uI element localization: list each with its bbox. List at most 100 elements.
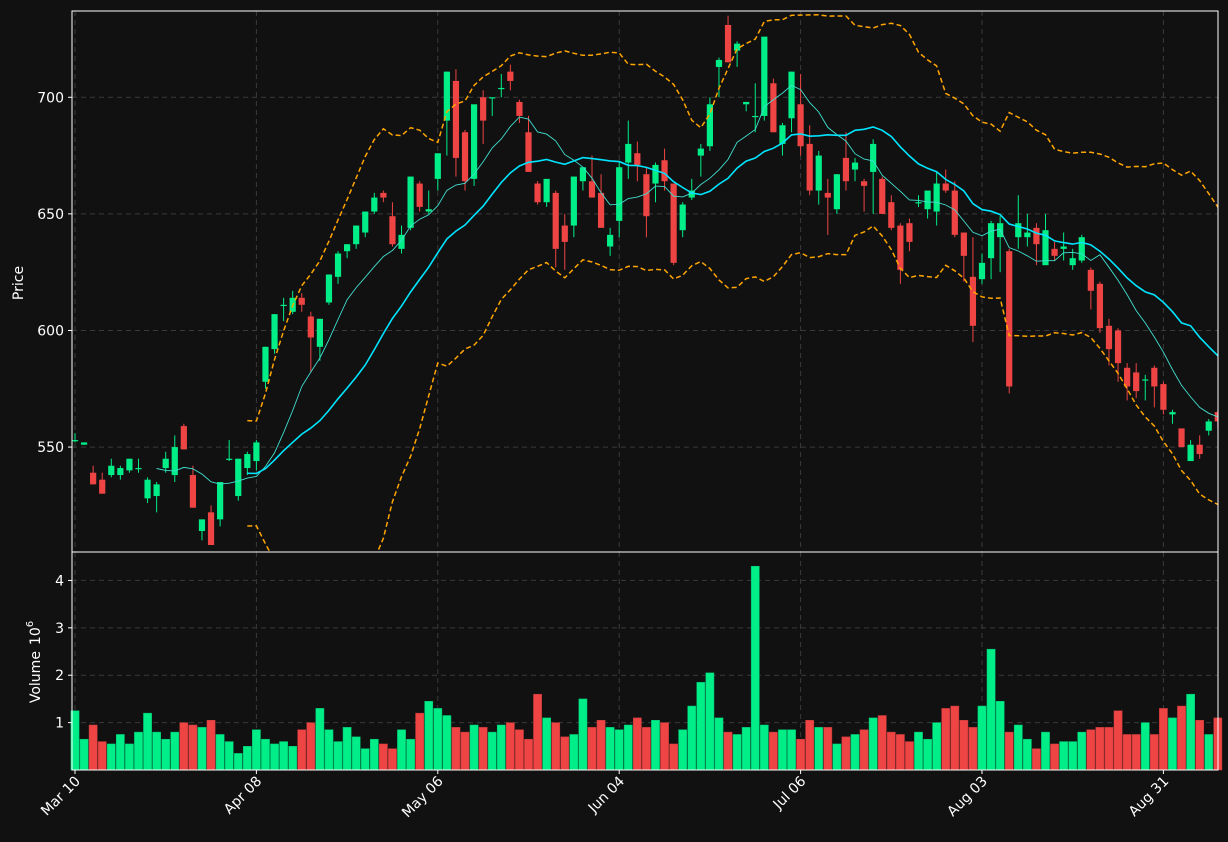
candle-body-67	[679, 204, 686, 231]
candle-body-13	[189, 475, 197, 508]
volume-bar-26	[306, 722, 316, 771]
candle-body-36	[398, 234, 405, 249]
candle-body-122	[1178, 428, 1185, 448]
volume-bar-84	[832, 743, 842, 771]
candle-3	[99, 472, 106, 494]
volume-bar-40	[433, 708, 443, 771]
candle-body-65	[661, 160, 668, 182]
candle-body-2	[90, 472, 97, 485]
candle-body-112	[1087, 269, 1094, 291]
candle-70	[706, 97, 713, 151]
candle-body-11	[171, 447, 178, 476]
volume-bar-87	[859, 729, 869, 771]
volume-bar-27	[315, 708, 325, 771]
volume-bar-118	[1140, 722, 1150, 771]
candle-body-68	[688, 190, 695, 198]
candle-58	[597, 174, 605, 228]
candle-body-80	[797, 104, 804, 147]
candle-0	[72, 433, 79, 443]
volume-bar-45	[478, 727, 488, 771]
candle-17	[226, 440, 233, 462]
volume-bar-14	[197, 727, 207, 771]
volume-bar-1	[79, 738, 89, 771]
candle-56	[579, 167, 587, 191]
candle-106	[1033, 223, 1040, 266]
volume-bar-75	[750, 565, 760, 771]
candle-108	[1051, 241, 1058, 261]
candle-52	[543, 178, 550, 207]
volume-bar-71	[714, 717, 724, 771]
volume-y-axis: 1 2 3 4	[55, 573, 72, 732]
candle-body-20	[253, 442, 260, 462]
candle-body-87	[860, 181, 868, 186]
volume-bar-66	[669, 743, 678, 771]
volume-axis-exponent: 6	[25, 621, 36, 627]
candle-39	[425, 190, 432, 214]
volume-bar-28	[324, 729, 334, 771]
candle-60	[616, 162, 623, 238]
candle-body-75	[752, 115, 759, 118]
candle-body-73	[734, 43, 741, 51]
candle-body-57	[588, 181, 596, 198]
volume-bar-119	[1149, 734, 1159, 771]
volume-bar-17	[224, 741, 234, 771]
candle-83	[824, 178, 831, 235]
price-ytick-label-0: 550	[37, 440, 64, 456]
candle-body-37	[407, 176, 414, 228]
candle-body-41	[443, 71, 450, 121]
candle-body-59	[607, 234, 614, 247]
volume-bar-101	[986, 648, 996, 771]
candle-body-105	[1024, 232, 1031, 238]
volume-bar-36	[397, 729, 406, 771]
candle-body-91	[897, 225, 904, 270]
candle-84	[833, 174, 840, 214]
candle-123	[1187, 440, 1194, 462]
volume-bar-100	[977, 705, 987, 771]
candle-body-25	[298, 297, 305, 305]
candle-body-46	[489, 97, 496, 99]
candle-body-55	[570, 176, 577, 226]
candle-body-96	[942, 183, 949, 191]
candle-body-10	[162, 458, 169, 469]
candle-51	[534, 181, 541, 205]
candle-body-97	[951, 190, 958, 235]
candle-27	[316, 318, 323, 361]
volume-bar-106	[1032, 748, 1041, 771]
candle-48	[507, 64, 514, 91]
volume-bar-78	[778, 729, 787, 771]
volume-ytick-label-0: 1	[55, 716, 64, 732]
candle-body-119	[1151, 367, 1158, 387]
candle-body-5	[117, 468, 124, 476]
candle-112	[1087, 267, 1094, 310]
candle-body-89	[879, 178, 886, 214]
volume-bar-115	[1113, 710, 1123, 771]
volume-bar-56	[578, 698, 588, 771]
candle-53	[552, 190, 559, 268]
candle-20	[253, 440, 260, 471]
volume-bar-38	[415, 712, 425, 771]
volume-bar-117	[1131, 734, 1141, 771]
candle-body-47	[498, 87, 505, 90]
candle-77	[770, 78, 777, 133]
volume-bar-86	[850, 734, 860, 771]
volume-bar-82	[814, 727, 824, 771]
volume-bar-35	[388, 748, 397, 771]
candle-body-53	[552, 192, 559, 249]
candle-body-15	[207, 512, 215, 546]
price-axis-label: Price	[11, 266, 27, 300]
volume-bar-51	[533, 693, 542, 771]
candle-86	[851, 157, 859, 182]
bollinger-upper-line	[247, 14, 1218, 422]
volume-bar-109	[1059, 741, 1068, 771]
volume-bar-50	[524, 738, 533, 771]
candle-120	[1160, 381, 1167, 415]
candle-body-52	[543, 178, 550, 203]
candle-16	[217, 482, 224, 527]
candle-38	[416, 181, 423, 212]
volume-bar-80	[796, 738, 805, 771]
candle-30	[344, 244, 351, 259]
candle-body-29	[334, 253, 342, 277]
candle-body-33	[371, 197, 378, 212]
volume-bar-102	[995, 701, 1005, 771]
candle-body-82	[815, 155, 822, 191]
